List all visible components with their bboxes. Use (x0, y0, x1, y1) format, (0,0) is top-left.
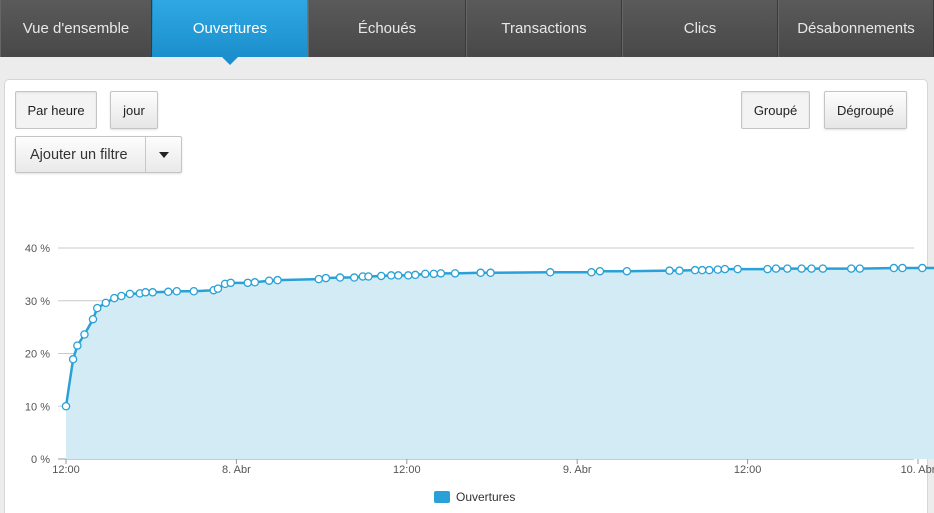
data-point[interactable] (110, 293, 119, 303)
data-point[interactable] (429, 269, 439, 279)
data-point[interactable] (101, 298, 111, 308)
data-point[interactable] (68, 355, 78, 364)
data-point[interactable] (421, 269, 430, 279)
x-tick-label: 12:00 (52, 464, 80, 476)
data-point[interactable] (763, 264, 772, 274)
add-filter-button[interactable]: Ajouter un filtre (16, 137, 146, 172)
data-point[interactable] (73, 341, 82, 350)
legend-swatch (434, 491, 450, 503)
data-point[interactable] (898, 263, 907, 273)
data-point[interactable] (403, 271, 413, 280)
y-axis: 0 % 10 % 20 % 30 % 40 % (25, 243, 50, 466)
data-point[interactable] (189, 287, 199, 296)
x-tick-label: 8. Abr (222, 464, 251, 476)
data-point[interactable] (847, 264, 856, 273)
y-tick-label: 0 % (31, 454, 50, 466)
data-point[interactable] (436, 269, 446, 278)
tab-2[interactable]: Échoués (308, 0, 466, 57)
data-point[interactable] (92, 303, 102, 313)
legend-label: Ouvertures (456, 490, 516, 504)
data-point[interactable] (783, 264, 792, 273)
data-point[interactable] (148, 288, 157, 297)
x-tick-label: 12:00 (393, 464, 421, 476)
filter-toggle[interactable] (146, 137, 181, 172)
series-ouvertures (61, 263, 934, 459)
data-point[interactable] (394, 271, 403, 280)
data-point[interactable] (411, 270, 420, 280)
add-filter-dropdown[interactable]: Ajouter un filtre (15, 136, 182, 173)
data-point[interactable] (376, 271, 386, 281)
chart-legend[interactable]: Ouvertures (434, 490, 515, 504)
series-area (66, 268, 934, 459)
y-tick-label: 40 % (25, 243, 50, 255)
data-point[interactable] (486, 268, 495, 278)
data-point[interactable] (595, 266, 605, 276)
data-point[interactable] (675, 266, 684, 275)
data-point[interactable] (665, 266, 674, 275)
tab-3[interactable]: Transactions (466, 0, 622, 57)
data-point[interactable] (117, 291, 126, 301)
chevron-down-icon (158, 151, 169, 158)
data-point[interactable] (450, 269, 460, 278)
data-point[interactable] (733, 264, 742, 274)
data-point[interactable] (141, 288, 150, 297)
hourly-button[interactable]: Par heure (15, 91, 97, 129)
data-point[interactable] (243, 278, 253, 288)
ungrouped-button[interactable]: Dégroupé (824, 91, 907, 129)
y-tick-label: 10 % (25, 401, 50, 413)
data-point[interactable] (61, 401, 71, 411)
data-point[interactable] (818, 264, 828, 273)
data-point[interactable] (587, 268, 596, 277)
data-point[interactable] (545, 268, 555, 277)
daily-button[interactable]: jour (110, 91, 158, 129)
data-point[interactable] (889, 263, 899, 273)
data-point[interactable] (314, 274, 324, 284)
tab-bar: Vue d'ensemble Ouvertures Échoués Transacti… (0, 0, 934, 65)
data-point[interactable] (918, 263, 927, 273)
tab-4[interactable]: Clics (622, 0, 778, 57)
tab-0[interactable]: Vue d'ensemble (0, 0, 152, 57)
data-point[interactable] (335, 273, 345, 282)
grouped-button[interactable]: Groupé (741, 91, 810, 129)
x-tick-label: 12:00 (734, 464, 762, 476)
data-point[interactable] (88, 314, 98, 324)
data-point[interactable] (855, 264, 865, 273)
y-tick-label: 30 % (25, 296, 50, 308)
data-point[interactable] (386, 271, 396, 280)
data-point[interactable] (476, 268, 485, 278)
tab-1[interactable]: Ouvertures (152, 0, 308, 65)
x-tick-label: 10. Abr (901, 464, 934, 476)
data-point[interactable] (226, 278, 235, 288)
data-point[interactable] (364, 272, 373, 281)
x-tick-label: 9. Abr (563, 464, 592, 476)
data-point[interactable] (705, 265, 714, 275)
data-point[interactable] (250, 278, 260, 287)
data-point[interactable] (172, 287, 182, 296)
y-tick-label: 20 % (25, 349, 50, 361)
data-point[interactable] (797, 264, 806, 273)
data-point[interactable] (807, 264, 816, 273)
data-point[interactable] (622, 266, 632, 276)
data-point[interactable] (273, 275, 282, 285)
data-point[interactable] (163, 287, 173, 297)
data-point[interactable] (264, 276, 274, 285)
data-point[interactable] (213, 284, 223, 293)
data-point[interactable] (690, 265, 700, 275)
data-point[interactable] (720, 264, 730, 274)
data-point[interactable] (321, 273, 331, 283)
data-point[interactable] (697, 265, 707, 275)
data-point[interactable] (125, 289, 135, 299)
data-point[interactable] (80, 330, 89, 339)
data-point[interactable] (713, 265, 723, 274)
data-point[interactable] (350, 273, 359, 282)
data-point[interactable] (771, 264, 781, 273)
